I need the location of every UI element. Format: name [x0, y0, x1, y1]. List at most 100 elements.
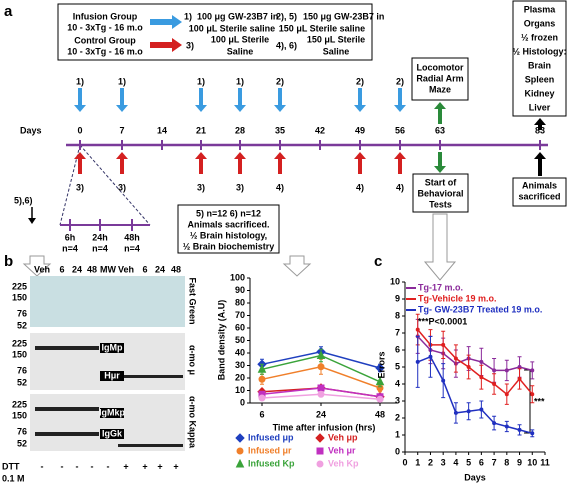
y-tick-label: 100 [230, 272, 245, 282]
dtt-sign: + [142, 461, 147, 471]
treatment-line: 100 μL Sterile saline [189, 23, 275, 33]
lane-label: 48 [87, 264, 97, 274]
legend-label: Tg- GW-23B7 Treated 19 m.o. [418, 304, 542, 314]
y-tick-label: 9 [395, 293, 400, 303]
x-tick-label: 1 [415, 457, 420, 467]
lane-label: 6 [59, 264, 64, 274]
x-tick-label: 5 [466, 457, 471, 467]
y-tick-label: 6 [395, 344, 400, 354]
point [316, 447, 324, 455]
y-axis-label: Band density (A.U) [216, 300, 226, 381]
protocol-box [57, 3, 373, 61]
treatment-line: 100 μg GW-23B7 in [197, 11, 278, 21]
point [428, 354, 433, 359]
band-tag [100, 429, 124, 439]
arrow [274, 152, 286, 159]
point [530, 431, 535, 436]
y-tick-label: 70 [235, 310, 245, 320]
y-tick-label: 50 [235, 335, 245, 345]
point [315, 433, 325, 443]
mw-marker: 52 [17, 377, 27, 387]
day-label: 7 [119, 125, 124, 135]
acute-time: 24h [92, 232, 108, 242]
hollow-arrow [423, 213, 457, 281]
arrow [534, 152, 546, 159]
x-tick-label: 8 [504, 457, 509, 467]
dashed-line [59, 144, 81, 226]
y-tick-label: 80 [235, 297, 245, 307]
infusion-label: 1) [76, 76, 84, 86]
mw-marker: 76 [17, 426, 27, 436]
point [492, 421, 497, 426]
point [236, 447, 244, 455]
point [375, 376, 385, 386]
panel-label: b [4, 253, 13, 270]
point [479, 359, 484, 364]
treatment-line: Saline [323, 46, 350, 56]
control-label: 4) [396, 182, 404, 192]
dtt-label: DTT [2, 461, 20, 471]
point [415, 359, 420, 364]
lane-label: MW [100, 264, 116, 274]
legend-label: Infused μp [248, 432, 294, 442]
arrow [434, 166, 446, 173]
treatment-line: 150 μg GW-23B7 in [303, 11, 384, 21]
arrow [150, 38, 182, 52]
y-tick-label: 1 [395, 429, 400, 439]
acute-box [177, 204, 280, 254]
day-label: 63 [435, 125, 445, 135]
arrow [150, 15, 182, 29]
x-tick-label: 7 [492, 457, 497, 467]
y-axis-label: Errors [376, 351, 386, 378]
tests-box [412, 173, 469, 213]
mw-marker: 150 [12, 292, 27, 302]
dtt-sign: - [41, 461, 44, 471]
point [479, 375, 484, 380]
x-tick-label: 6 [479, 457, 484, 467]
mw-marker: 225 [12, 281, 27, 291]
y-tick-label: 20 [235, 372, 245, 382]
tests-line: Start of [425, 177, 458, 187]
infusion-label: 2) [276, 76, 284, 86]
band-tag [100, 408, 124, 418]
series-line [417, 335, 533, 372]
tests-line: Tests [429, 199, 452, 209]
band-label: IgGk [102, 428, 123, 438]
dtt-sign: + [157, 461, 162, 471]
gel-label: Fast Green [188, 277, 198, 324]
infusion-label: 2) [356, 76, 364, 86]
point [530, 392, 535, 397]
arrow [195, 105, 207, 112]
band [35, 346, 99, 350]
legend-label: Veh μp [328, 432, 358, 442]
y-tick-label: 40 [235, 347, 245, 357]
point [258, 375, 266, 383]
series-line [417, 329, 533, 396]
lane-label: 24 [72, 264, 82, 274]
treatment-label: 3) [186, 40, 194, 50]
point [517, 376, 522, 381]
point [441, 378, 446, 383]
endpoint-line: Liver [529, 102, 551, 112]
lane-label: Veh [34, 264, 50, 274]
lane-label: 6 [142, 264, 147, 274]
band-label: IgMkp [99, 407, 126, 417]
control-label: 3) [76, 182, 84, 192]
y-tick-label: 60 [235, 322, 245, 332]
day-label: 83 [535, 125, 545, 135]
mw-marker: 225 [12, 338, 27, 348]
x-axis-label: Days [464, 472, 486, 482]
mw-marker: 225 [12, 399, 27, 409]
treatment-line: 150 μL Sterile [307, 34, 365, 44]
point [466, 365, 471, 369]
endpoint-box [512, 0, 567, 117]
endpoint-line: Kidney [524, 88, 554, 98]
point [517, 365, 522, 369]
infusion-label: 2) [396, 76, 404, 86]
treatment-line: 150 μL Sterile saline [279, 23, 365, 33]
point [453, 410, 458, 415]
point [504, 424, 509, 429]
gel-fast-green [30, 276, 185, 327]
dtt-sign: + [173, 461, 178, 471]
dashed-line [79, 144, 151, 226]
